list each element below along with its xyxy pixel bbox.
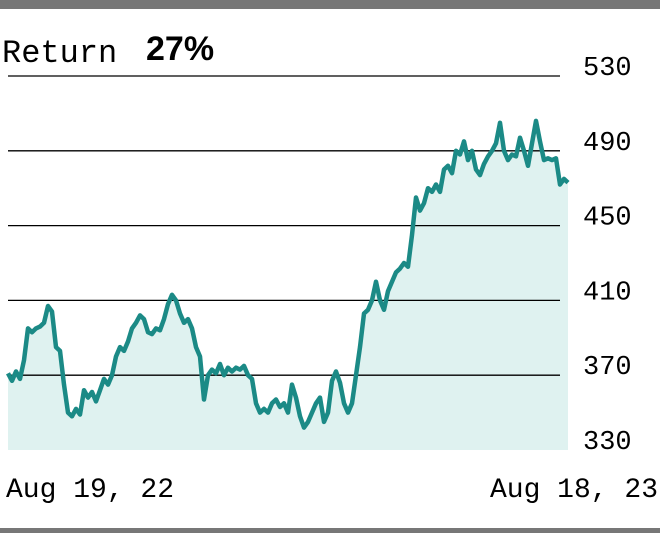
area: [8, 120, 568, 451]
y-tick-label: 370: [583, 353, 632, 383]
y-tick-label: 530: [583, 54, 632, 84]
y-tick-label: 490: [583, 129, 632, 159]
bottom-bar: [0, 528, 660, 533]
top-bar: [0, 0, 660, 9]
chart-title: Return: [2, 35, 117, 72]
line: [6, 118, 570, 430]
plot: [6, 75, 570, 451]
x-tick-label: Aug 18, 23: [490, 475, 658, 506]
y-tick-label: 410: [583, 278, 632, 308]
return-value: 27%: [146, 30, 214, 68]
y-tick-label: 330: [583, 428, 632, 458]
x-tick-label: Aug 19, 22: [6, 475, 174, 506]
y-tick-label: 450: [583, 204, 632, 234]
